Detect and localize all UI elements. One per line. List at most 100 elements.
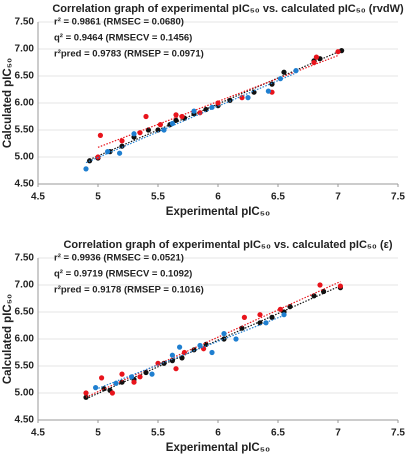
data-point bbox=[109, 390, 115, 396]
data-point bbox=[169, 352, 175, 358]
x-tick-label: 6 bbox=[215, 192, 221, 203]
data-point bbox=[239, 325, 245, 331]
data-point bbox=[161, 127, 167, 133]
data-point bbox=[241, 314, 247, 320]
data-point bbox=[311, 293, 317, 299]
data-point bbox=[197, 110, 203, 116]
data-point bbox=[169, 120, 175, 127]
data-point bbox=[215, 100, 221, 106]
data-point bbox=[245, 95, 251, 101]
data-point bbox=[257, 312, 263, 318]
data-point bbox=[131, 131, 137, 137]
data-point bbox=[179, 113, 185, 120]
data-point bbox=[311, 59, 317, 66]
y-tick-label: 5.00 bbox=[15, 152, 35, 163]
annotation: q² = 0.9719 (RMSECV = 0.1092) bbox=[54, 269, 192, 280]
data-point bbox=[155, 127, 161, 133]
data-point bbox=[227, 97, 233, 103]
data-point bbox=[317, 282, 323, 288]
y-tick-label: 5.50 bbox=[15, 361, 35, 372]
data-point bbox=[221, 331, 227, 337]
data-point bbox=[337, 283, 343, 289]
data-point bbox=[157, 122, 163, 128]
y-axis-title: Calculated pIC₅₀ bbox=[2, 294, 14, 384]
data-point bbox=[313, 54, 319, 60]
y-tick-label: 7.50 bbox=[15, 17, 35, 28]
data-point bbox=[173, 112, 179, 118]
data-point bbox=[203, 106, 209, 113]
y-tick-label: 5.00 bbox=[15, 388, 35, 399]
annotation: r²pred = 0.9783 (RMSEP = 0.0971) bbox=[54, 49, 204, 60]
data-point bbox=[191, 347, 197, 353]
data-point bbox=[137, 374, 143, 380]
data-point bbox=[269, 314, 275, 320]
annotation: r² = 0.9861 (RMSEC = 0.0680) bbox=[54, 17, 184, 28]
x-axis-title: Experimental pIC₅₀ bbox=[166, 206, 270, 218]
y-tick-label: 6.00 bbox=[15, 98, 35, 109]
data-point bbox=[83, 390, 89, 396]
x-tick-label: 4.5 bbox=[31, 428, 45, 439]
trend-line bbox=[85, 72, 297, 164]
annotation: q² = 0.9464 (RMSECV = 0.1456) bbox=[54, 33, 192, 44]
data-point bbox=[137, 130, 143, 136]
y-axis-title: Calculated pIC₅₀ bbox=[2, 58, 14, 148]
y-tick-label: 5.50 bbox=[15, 125, 35, 136]
data-point bbox=[117, 150, 123, 156]
y-tick-label: 4.50 bbox=[15, 415, 35, 426]
data-point bbox=[149, 371, 155, 377]
data-point bbox=[263, 320, 269, 326]
data-point bbox=[233, 336, 239, 342]
data-point bbox=[221, 336, 227, 342]
y-tick-label: 7.50 bbox=[15, 253, 35, 264]
data-point bbox=[105, 149, 111, 155]
data-point bbox=[173, 366, 179, 372]
chart-title: Correlation graph of experimental pIC₅₀ … bbox=[52, 3, 404, 15]
x-tick-label: 7.5 bbox=[391, 192, 405, 203]
data-point bbox=[119, 371, 125, 377]
trend-line bbox=[95, 314, 285, 390]
data-point bbox=[99, 375, 105, 381]
x-tick-label: 6 bbox=[215, 428, 221, 439]
data-point bbox=[155, 360, 161, 366]
data-point bbox=[143, 113, 149, 120]
data-point bbox=[335, 49, 341, 55]
y-tick-label: 6.50 bbox=[15, 71, 35, 82]
chart-title: Correlation graph of experimental pIC₅₀ … bbox=[63, 239, 392, 251]
y-tick-label: 6.50 bbox=[15, 307, 35, 318]
y-tick-label: 7.00 bbox=[15, 44, 35, 55]
data-point bbox=[113, 380, 119, 386]
data-point bbox=[265, 88, 271, 94]
data-point bbox=[281, 312, 287, 318]
data-point bbox=[277, 306, 283, 312]
data-point bbox=[131, 379, 137, 385]
annotation: r²pred = 0.9178 (RMSEP = 0.1016) bbox=[54, 285, 204, 296]
x-tick-label: 7 bbox=[335, 192, 341, 203]
x-tick-label: 7.5 bbox=[391, 428, 405, 439]
x-axis-title: Experimental pIC₅₀ bbox=[166, 442, 270, 454]
data-point bbox=[119, 143, 125, 149]
data-point bbox=[177, 344, 183, 350]
data-point bbox=[97, 132, 103, 138]
data-point bbox=[145, 127, 151, 133]
data-point bbox=[93, 385, 99, 391]
x-tick-label: 5 bbox=[95, 192, 101, 203]
x-tick-label: 5 bbox=[95, 428, 101, 439]
data-point bbox=[83, 166, 89, 172]
chart: Correlation graph of experimental pIC₅₀ … bbox=[2, 3, 405, 218]
data-point bbox=[119, 379, 125, 385]
x-tick-label: 5.5 bbox=[151, 192, 165, 203]
data-point bbox=[191, 108, 197, 114]
data-point bbox=[197, 342, 203, 349]
data-point bbox=[277, 76, 283, 82]
x-tick-label: 6.5 bbox=[271, 428, 285, 439]
x-tick-label: 5.5 bbox=[151, 428, 165, 439]
data-point bbox=[143, 369, 149, 376]
x-tick-label: 7 bbox=[335, 428, 341, 439]
data-point bbox=[209, 104, 215, 110]
data-point bbox=[209, 349, 215, 356]
trend-line bbox=[85, 285, 341, 400]
data-point bbox=[119, 138, 125, 144]
data-point bbox=[281, 69, 287, 75]
